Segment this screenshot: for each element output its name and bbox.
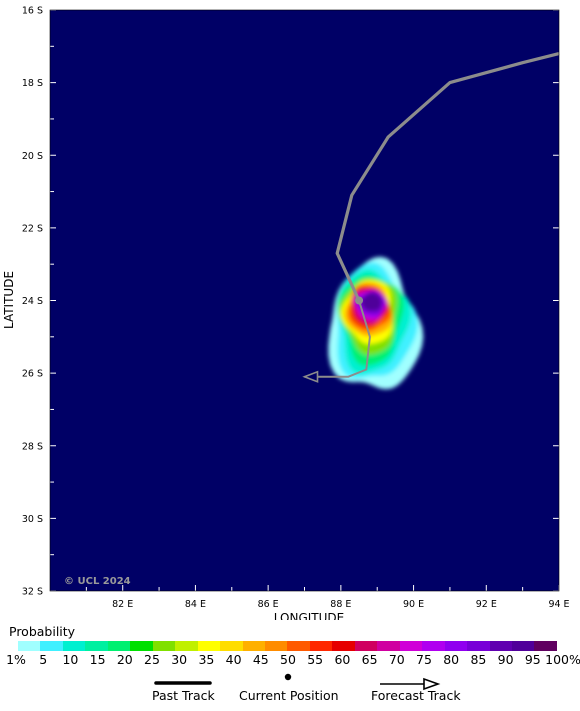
forecast-track-line xyxy=(304,300,371,378)
legend-swatch xyxy=(444,641,468,651)
y-tick-label: 30 S xyxy=(22,514,43,525)
forecast-track-key-label: Forecast Track xyxy=(371,688,461,703)
legend-swatch xyxy=(489,641,512,651)
probability-contour xyxy=(361,292,382,311)
x-tick-label: 90 E xyxy=(403,599,424,610)
legend-scale-label: 70 xyxy=(388,652,405,667)
x-tick-label: 84 E xyxy=(185,599,206,610)
x-tick-label: 86 E xyxy=(258,599,279,610)
x-tick-label: 94 E xyxy=(548,599,569,610)
axis-ticks xyxy=(50,9,560,592)
legend-swatch xyxy=(242,641,265,651)
legend-scale-label: 90 xyxy=(497,652,514,667)
legend-swatch xyxy=(534,641,557,651)
legend-swatch xyxy=(107,641,131,651)
legend-swatch xyxy=(62,641,86,651)
current-position-key-label: Current Position xyxy=(239,688,339,703)
legend-swatch xyxy=(332,641,355,651)
legend-swatch xyxy=(220,641,243,651)
x-tick-label: 88 E xyxy=(330,599,351,610)
axis-labels: 82 E 84 E 86 E 88 E 90 E 92 E 94 E 16 S 18 S 20 S… xyxy=(22,6,570,611)
legend-swatch xyxy=(422,641,445,651)
legend-swatch xyxy=(354,641,378,651)
legend-title: Probability xyxy=(9,624,76,639)
forecast-arrowhead xyxy=(302,370,319,383)
legend-swatch xyxy=(175,641,198,651)
legend-scale-label: 20 xyxy=(116,652,133,667)
y-tick-label: 24 S xyxy=(22,296,43,307)
storm-track-map: 82 E 84 E 86 E 88 E 90 E 92 E 94 E 16 S 18 S 20 S… xyxy=(2,6,570,621)
legend-scale-label: 95 xyxy=(524,652,541,667)
legend-scale-label: 65 xyxy=(361,652,378,667)
y-tick-label: 22 S xyxy=(22,223,43,234)
legend-scale-label: 1% xyxy=(6,652,26,667)
copyright-text: © UCL 2024 xyxy=(64,576,131,587)
legend-scale-label: 35 xyxy=(198,652,215,667)
legend-swatch xyxy=(399,641,423,651)
probability-color-bar xyxy=(18,641,557,651)
legend-scale-label: 100% xyxy=(545,652,580,667)
legend-swatch xyxy=(511,641,535,651)
storm-track xyxy=(302,52,560,383)
legend-scale-label: 45 xyxy=(252,652,269,667)
legend-scale-label: 25 xyxy=(144,652,160,667)
map-frame xyxy=(49,9,560,592)
current-position-marker xyxy=(355,296,364,305)
legend-scale-label: 55 xyxy=(307,652,324,667)
x-tick-label: 92 E xyxy=(476,599,497,610)
legend-swatch xyxy=(85,641,108,651)
legend-scale-label: 75 xyxy=(416,652,432,667)
legend-swatch xyxy=(467,641,490,651)
legend-swatch xyxy=(377,641,400,651)
legend-scale-label: 50 xyxy=(280,652,296,667)
legend-swatch xyxy=(264,641,288,651)
legend-scale-label: 85 xyxy=(470,652,487,667)
legend-swatch xyxy=(197,641,221,651)
y-axis-title: LATITUDE xyxy=(2,271,16,329)
x-tick-label: 82 E xyxy=(112,599,133,610)
past-track-line xyxy=(335,52,560,302)
legend-swatch xyxy=(287,641,310,651)
legend-swatch xyxy=(40,641,63,651)
forecast-track-key-arrow xyxy=(380,677,441,691)
y-tick-label: 18 S xyxy=(22,78,43,89)
legend-scale-label: 10 xyxy=(62,652,79,667)
past-track-key-line xyxy=(154,681,212,685)
legend-scale-label: 80 xyxy=(443,652,460,667)
ocean-background xyxy=(50,10,559,591)
y-tick-label: 16 S xyxy=(22,6,43,17)
legend-scale-label: 5 xyxy=(39,652,48,667)
legend-swatch xyxy=(130,641,153,651)
current-position-key-dot xyxy=(284,673,292,681)
y-tick-label: 20 S xyxy=(22,151,43,162)
legend-scale-label: 15 xyxy=(89,652,106,667)
legend-scale-label: 40 xyxy=(225,652,242,667)
legend-scale-label: 30 xyxy=(171,652,188,667)
legend-swatch xyxy=(18,641,41,651)
y-tick-label: 28 S xyxy=(22,441,43,452)
legend-scale-label: 60 xyxy=(334,652,351,667)
probability-scale-labels: 1% 5 10 15 20 25 30 35 40 45 50 55 60 65 70 75 80 85 90 95 1… xyxy=(0,652,580,668)
y-tick-label: 32 S xyxy=(22,587,43,598)
legend-swatch xyxy=(309,641,333,651)
x-axis-title: LONGITUDE xyxy=(274,611,344,620)
past-track-key-label: Past Track xyxy=(152,688,215,703)
y-tick-label: 26 S xyxy=(22,369,43,380)
legend-swatch xyxy=(152,641,176,651)
